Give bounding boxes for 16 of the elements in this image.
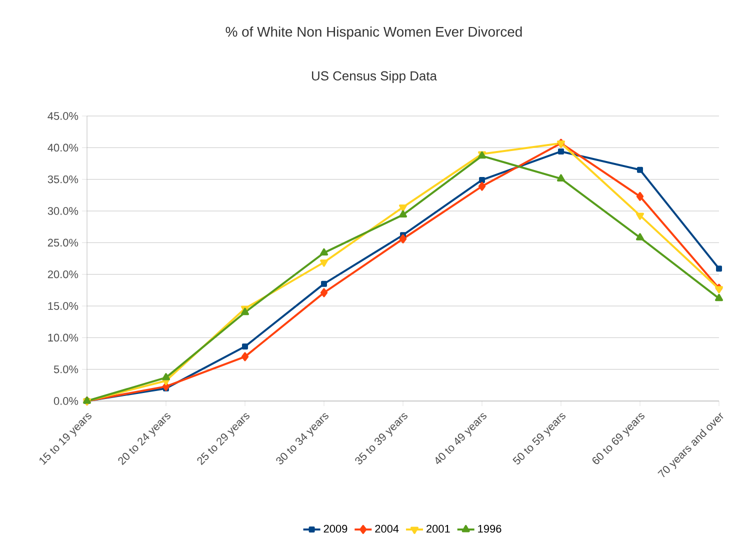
y-tick-label: 0.0%	[54, 397, 78, 405]
chart-subtitle: US Census Sipp Data	[312, 70, 437, 84]
y-tick-label: 45.0%	[48, 112, 78, 120]
y-tick-label: 30.0%	[48, 207, 78, 215]
y-tick-label: 40.0%	[48, 144, 78, 152]
chart-title: % of White Non Hispanic Women Ever Divorced	[226, 26, 522, 40]
y-tick-label: 20.0%	[48, 270, 78, 278]
y-tick-label: 35.0%	[48, 175, 78, 184]
y-tick-label: 15.0%	[48, 302, 78, 310]
y-tick-label: 25.0%	[48, 238, 78, 247]
y-tick-label: 5.0%	[54, 365, 78, 374]
legend-label: 2004	[375, 524, 399, 533]
legend-label: 1996	[478, 524, 502, 533]
legend-label: 2009	[324, 524, 348, 533]
y-tick-label: 10.0%	[48, 334, 78, 342]
legend-label: 2001	[426, 524, 450, 533]
